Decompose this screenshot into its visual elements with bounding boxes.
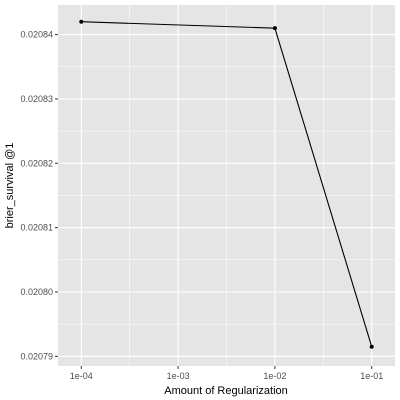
x-tick-label: 1e-01	[360, 371, 383, 381]
data-point	[272, 26, 277, 31]
y-tick-label: 0.02079	[20, 351, 53, 361]
tick-labels: 1e-04 1e-03 1e-02 1e-01 0.02079 0.02080 0.0208…	[20, 30, 383, 381]
y-tick-label: 0.02083	[20, 94, 53, 104]
y-tick-label: 0.02081	[20, 223, 53, 233]
series-layer	[79, 19, 374, 349]
data-point	[79, 19, 84, 24]
x-tick-label: 1e-02	[263, 371, 286, 381]
x-tick-label: 1e-04	[70, 371, 93, 381]
x-axis-title: Amount of Regularization	[164, 385, 288, 397]
y-tick-label: 0.02082	[20, 158, 53, 168]
x-tick-label: 1e-03	[167, 371, 190, 381]
y-tick-label: 0.02080	[20, 287, 53, 297]
y-axis-title: brier_survival @1	[4, 143, 16, 229]
axis-ticks	[55, 34, 373, 369]
y-tick-label: 0.02084	[20, 30, 53, 40]
data-point	[369, 344, 374, 349]
minor-gridlines	[58, 5, 395, 366]
major-gridlines	[58, 5, 395, 366]
